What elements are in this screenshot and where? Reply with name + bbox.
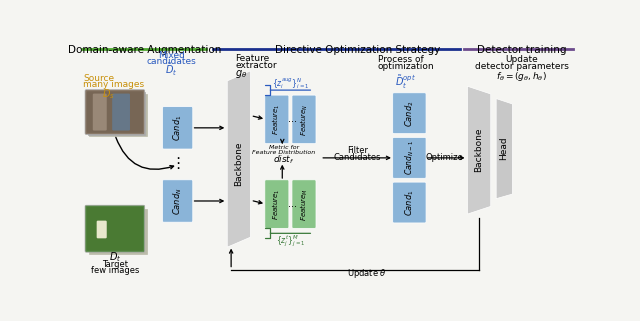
Text: Mixed: Mixed (158, 51, 185, 60)
FancyBboxPatch shape (163, 107, 193, 149)
Text: Source: Source (83, 74, 114, 83)
Text: $Cand_N$: $Cand_N$ (172, 187, 184, 215)
Text: Filter: Filter (347, 146, 368, 155)
Text: Process of: Process of (378, 56, 423, 65)
FancyBboxPatch shape (112, 94, 130, 131)
FancyBboxPatch shape (265, 95, 289, 143)
Text: Backbone: Backbone (234, 142, 243, 186)
Text: Backbone: Backbone (475, 128, 484, 172)
Text: Feature Distribution: Feature Distribution (252, 150, 316, 155)
FancyBboxPatch shape (265, 180, 289, 228)
Text: $D_s$: $D_s$ (102, 87, 115, 101)
FancyBboxPatch shape (86, 207, 143, 251)
Text: Optimize: Optimize (426, 153, 463, 162)
FancyBboxPatch shape (292, 95, 316, 143)
Text: Directive Optimization Strategy: Directive Optimization Strategy (275, 45, 440, 55)
Text: Update $\theta$: Update $\theta$ (347, 267, 387, 280)
Polygon shape (90, 210, 147, 254)
Text: $\{z_i^{aug}\}_{i=1}^N$: $\{z_i^{aug}\}_{i=1}^N$ (272, 76, 310, 91)
Polygon shape (496, 99, 513, 199)
FancyBboxPatch shape (393, 137, 426, 178)
Text: extractor: extractor (235, 61, 276, 70)
FancyBboxPatch shape (97, 221, 107, 238)
Polygon shape (90, 94, 147, 136)
Text: many images: many images (83, 80, 144, 89)
Text: $Feature_N$: $Feature_N$ (298, 103, 310, 135)
Text: $f_\theta=(g_\theta, h_\theta)$: $f_\theta=(g_\theta, h_\theta)$ (497, 70, 547, 83)
Text: candidates: candidates (147, 57, 196, 66)
Text: few images: few images (91, 266, 139, 275)
Polygon shape (467, 86, 491, 214)
Text: ...: ... (288, 199, 297, 209)
FancyBboxPatch shape (93, 94, 107, 131)
Text: $\tilde{D}_t^{opt}$: $\tilde{D}_t^{opt}$ (395, 73, 416, 91)
Text: $Feature_1$: $Feature_1$ (271, 188, 282, 220)
FancyArrowPatch shape (116, 137, 173, 169)
Text: $Cand_{N-1}$: $Cand_{N-1}$ (403, 140, 415, 175)
FancyBboxPatch shape (393, 93, 426, 134)
Text: $\{z_j^t\}_{j=1}^M$: $\{z_j^t\}_{j=1}^M$ (276, 233, 305, 249)
FancyBboxPatch shape (85, 90, 145, 134)
Text: $\tilde{D}_t$: $\tilde{D}_t$ (165, 61, 178, 78)
Text: ⋮: ⋮ (170, 156, 185, 171)
Text: $Cand_1$: $Cand_1$ (403, 189, 415, 216)
Text: Feature: Feature (235, 54, 269, 63)
Text: Head: Head (499, 137, 508, 160)
Text: optimization: optimization (378, 62, 434, 71)
Text: $Cand_1$: $Cand_1$ (172, 115, 184, 141)
Text: Detector training: Detector training (477, 45, 566, 55)
Text: Candidates: Candidates (333, 152, 381, 161)
Text: $g_\theta$: $g_\theta$ (235, 68, 247, 80)
Text: $Cand_2$: $Cand_2$ (403, 100, 415, 126)
FancyBboxPatch shape (85, 205, 145, 252)
Text: Metric for: Metric for (269, 144, 299, 150)
Text: $D_t$: $D_t$ (109, 250, 121, 264)
FancyBboxPatch shape (163, 180, 193, 222)
Text: $Feature_1$: $Feature_1$ (271, 104, 282, 135)
Text: ...: ... (288, 114, 297, 124)
FancyBboxPatch shape (393, 182, 426, 223)
Text: detector parameters: detector parameters (475, 62, 569, 71)
Text: Domain-aware Augmentation: Domain-aware Augmentation (68, 45, 221, 55)
Text: $Feature_M$: $Feature_M$ (298, 187, 310, 221)
FancyBboxPatch shape (86, 91, 143, 133)
Polygon shape (88, 92, 145, 135)
Text: $dist_f$: $dist_f$ (273, 153, 294, 166)
FancyBboxPatch shape (292, 180, 316, 228)
Polygon shape (227, 71, 250, 247)
Text: Update: Update (506, 56, 538, 65)
Text: Target: Target (102, 260, 128, 269)
